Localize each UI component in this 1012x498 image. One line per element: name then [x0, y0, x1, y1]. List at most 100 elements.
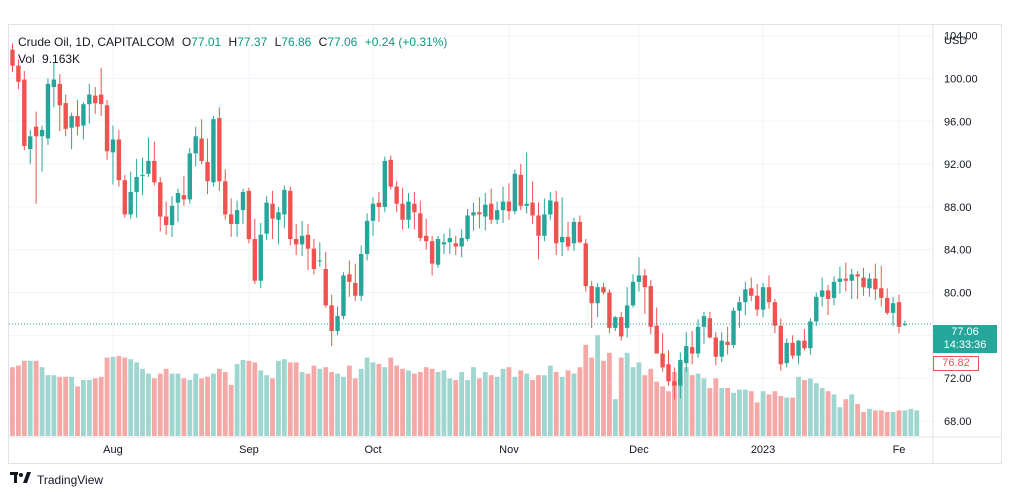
candle: [512, 169, 518, 215]
candle-body: [619, 317, 624, 337]
candle-body: [400, 203, 405, 220]
y-tick-label: 80.00: [944, 288, 972, 300]
candle-body: [187, 153, 192, 200]
candle: [447, 228, 453, 255]
candle-body: [418, 213, 423, 238]
candle-body: [163, 216, 169, 226]
currency-label[interactable]: USD: [944, 35, 968, 47]
candle: [93, 87, 98, 114]
candle: [98, 67, 104, 116]
volume-bar: [376, 364, 382, 436]
volume-bar: [39, 367, 45, 436]
candle: [837, 266, 843, 294]
candle-body: [867, 278, 872, 289]
candle-body: [81, 104, 86, 126]
candle: [754, 283, 760, 317]
candle: [660, 333, 665, 372]
candle-body: [394, 186, 399, 204]
volume-bar: [524, 373, 530, 436]
candle-body: [39, 129, 45, 137]
candle-body: [571, 221, 577, 244]
candle-body: [613, 317, 618, 328]
volume-bar: [819, 388, 825, 436]
volume-bar: [216, 368, 222, 436]
volume-bar: [802, 380, 807, 436]
high-value: 77.37: [237, 35, 268, 49]
candle: [122, 174, 127, 218]
candle-body: [10, 49, 15, 66]
candle: [169, 196, 175, 237]
candle: [666, 350, 671, 386]
candle: [707, 311, 713, 339]
candle: [335, 306, 340, 336]
candle: [825, 285, 831, 316]
candle-body: [199, 138, 204, 161]
volume-bar: [21, 360, 27, 436]
candle: [494, 201, 500, 225]
volume-bar: [323, 367, 329, 436]
candle-body: [636, 275, 642, 282]
candle: [654, 307, 659, 354]
candle-body: [347, 274, 352, 282]
candle: [323, 251, 328, 308]
volume-bar: [571, 373, 577, 436]
volume-bar: [807, 378, 813, 436]
open-label: O: [181, 35, 192, 49]
candle-body: [784, 342, 789, 364]
candle: [713, 332, 718, 366]
volume-bar: [731, 392, 736, 436]
volume-bar: [713, 378, 719, 436]
volume-bar: [116, 356, 122, 436]
volume-bar: [146, 373, 151, 436]
symbol-name[interactable]: Crude Oil, 1D, CAPITALCOM: [18, 35, 175, 49]
candle-body: [642, 275, 648, 288]
volume-bar: [902, 410, 908, 436]
volume-bar: [429, 368, 435, 436]
volume-bar: [110, 356, 116, 436]
chart-frame[interactable]: [8, 24, 1002, 464]
candle: [341, 272, 346, 320]
candle-body: [459, 237, 464, 247]
candle: [766, 275, 772, 309]
candle-body: [140, 174, 145, 176]
candle: [884, 288, 890, 316]
candle: [252, 218, 258, 284]
volume-bar: [837, 407, 843, 436]
volume-bar: [855, 404, 861, 436]
volume-bar: [16, 365, 21, 436]
volume-bar: [151, 378, 157, 436]
volume-label[interactable]: Vol: [18, 52, 35, 66]
candle: [63, 94, 68, 137]
candle: [772, 298, 778, 334]
x-tick-label: Aug: [103, 444, 123, 456]
candle: [406, 193, 411, 229]
volume-bar: [672, 372, 677, 436]
candle-body: [317, 260, 323, 262]
volume-bar: [766, 394, 772, 436]
candle-body: [648, 286, 653, 327]
volume-bar: [482, 372, 488, 436]
candle: [400, 187, 405, 230]
x-tick-label: Oct: [364, 444, 381, 456]
candle: [814, 292, 819, 326]
candle: [181, 175, 187, 206]
candle: [311, 239, 317, 275]
candle-body: [63, 103, 68, 129]
close-label: C: [318, 35, 328, 49]
candle-body: [672, 381, 677, 386]
symbol-legend: Crude Oil, 1D, CAPITALCOM O77.01 H77.37 …: [18, 35, 447, 49]
candle: [565, 221, 571, 251]
candle-body: [536, 215, 541, 236]
candle-body: [831, 281, 837, 298]
tradingview-brand[interactable]: TradingView: [10, 472, 103, 487]
candle: [477, 197, 482, 229]
volume-bar: [45, 375, 51, 436]
volume-bar: [748, 391, 754, 436]
volume-bar: [742, 389, 748, 436]
candle: [725, 326, 730, 355]
candle: [258, 222, 263, 289]
candle: [867, 273, 872, 297]
candle: [790, 335, 795, 359]
candle-body: [873, 278, 878, 290]
